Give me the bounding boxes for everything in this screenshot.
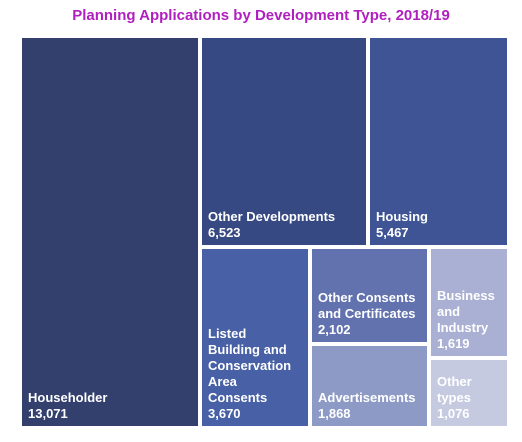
tile-label: Other Consents and Certificates 2,102 <box>318 290 416 337</box>
treemap-tile: Advertisements 1,868 <box>310 344 429 428</box>
treemap-tile: Other types 1,076 <box>429 358 509 428</box>
treemap-tile: Housing 5,467 <box>368 36 509 247</box>
tile-label: Householder 13,071 <box>28 390 108 421</box>
tile-label: Other types 1,076 <box>437 374 472 421</box>
chart-title: Planning Applications by Development Typ… <box>72 7 450 24</box>
tile-label: Listed Building and Conservation Area Co… <box>208 326 292 421</box>
tile-label: Advertisements 1,868 <box>318 390 416 421</box>
treemap-tile: Other Consents and Certificates 2,102 <box>310 247 429 344</box>
treemap-tile: Business and Industry 1,619 <box>429 247 509 358</box>
treemap-tile: Householder 13,071 <box>20 36 200 428</box>
tile-label: Business and Industry 1,619 <box>437 288 495 351</box>
tile-label: Housing 5,467 <box>376 209 428 240</box>
tile-label: Other Developments 6,523 <box>208 209 336 240</box>
treemap-tile: Other Developments 6,523 <box>200 36 368 247</box>
treemap-tile: Listed Building and Conservation Area Co… <box>200 247 310 428</box>
